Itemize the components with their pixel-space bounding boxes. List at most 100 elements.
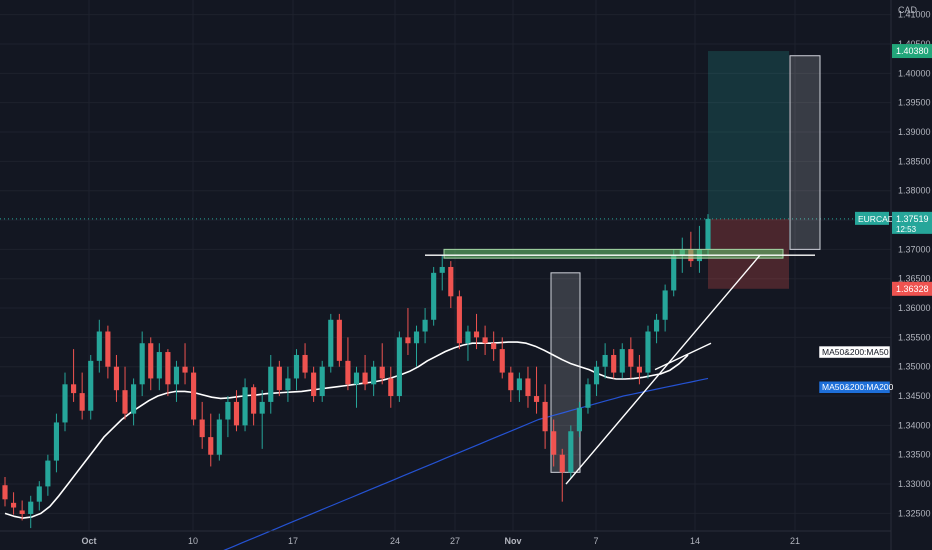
candle-body [473,331,480,338]
symbol-label: EURCAD [858,214,894,224]
candle-body [388,378,394,397]
price-marker-bg [892,44,932,59]
candle-body [576,407,582,432]
ma-label: MA50&200:MA50 [822,347,889,357]
candle-body [482,337,488,344]
candle-body [311,372,317,397]
time-tick-label: 10 [188,536,198,546]
price-axis[interactable]: 1.41000 1.40500 1.40000 1.39500 1.39000 1.385… [898,10,931,519]
ma-label: MA50&200:MA200 [822,382,894,392]
last-price-bg [892,211,932,234]
candle-body [182,366,188,373]
candle-body [705,218,711,250]
candle-body [611,354,617,373]
price-marker-label: 1.36328 [896,284,929,294]
candle-body [636,366,642,373]
last-price-label: 1.37519 [896,214,929,224]
candle-body [593,366,600,385]
candle-body [319,366,325,397]
candle-body [508,372,514,391]
candle-body [491,343,497,350]
candle-body [336,319,342,361]
position-target-zone [708,51,789,219]
time-tick-label: 7 [593,536,598,546]
candle-body [28,501,34,514]
price-tick-label: 1.33500 [898,450,931,460]
price-marker-label: 1.40380 [896,46,929,56]
candle-body [131,384,137,414]
candle-body [422,319,428,332]
candle-body [216,419,222,455]
candle-body [653,319,660,332]
symbol-label-bg [855,211,889,225]
candle-body [413,331,420,344]
price-tick-label: 1.32500 [898,508,931,518]
candle-body [199,419,205,438]
candle-body [79,393,85,411]
candle-body [122,390,128,414]
candle-body [542,401,548,432]
time-tick-label: Oct [81,536,96,546]
ma200-path [223,377,709,550]
candle-body [293,354,300,379]
candle-body [113,366,120,391]
candle-body [602,354,608,367]
candle-body [379,366,385,379]
candle-body [671,255,677,291]
candle-body [148,343,154,379]
candle-body [465,331,471,344]
candle-body [62,384,68,423]
candle-body [533,396,540,402]
candle-body [105,331,111,367]
candle-body [208,437,214,455]
time-axis[interactable]: Oct 10 17 24 27 Nov 7 14 21 [81,536,800,546]
candle-body [225,401,231,420]
price-tick-label: 1.35500 [898,332,931,342]
candle-body [448,266,454,297]
candle-body [53,422,60,461]
candle-body [345,360,351,385]
price-tick-label: 1.38000 [898,186,931,196]
ma50-path [4,341,689,519]
time-tick-label: 21 [790,536,800,546]
candle-body [45,460,51,487]
candle-body [233,401,240,426]
candle-body [19,510,25,514]
candle-body [499,349,505,373]
candle-body [362,372,368,385]
trendline-1 [565,254,761,485]
candle-body [268,366,274,402]
currency-label: CAD [898,5,918,15]
candle-body [259,401,265,414]
candle-body [11,502,17,508]
candle-body [431,272,437,320]
price-tick-label: 1.41000 [898,10,931,20]
candle-body [328,319,334,367]
candle-body [405,337,411,344]
time-tick-label: 27 [450,536,460,546]
annotations-front [425,55,821,485]
grid [0,0,891,531]
candle-body [371,366,377,385]
time-tick-label: Nov [504,536,521,546]
candle-body [628,349,634,367]
ma50-line [4,341,689,519]
ma-label-bg [818,345,891,359]
candle-body [242,387,248,426]
candle-body [96,331,102,361]
price-tick-label: 1.33000 [898,479,931,489]
candle-body [353,372,360,385]
candle-body [251,387,257,414]
candle-body [302,354,308,373]
time-tick-label: 14 [690,536,700,546]
candle-body [71,384,77,394]
price-tick-label: 1.35000 [898,362,931,372]
candle-body [173,366,180,385]
price-tick-label: 1.39000 [898,127,931,137]
candle-body [559,454,565,473]
price-tick-label: 1.34000 [898,420,931,430]
candle-body [619,349,625,373]
time-tick-label: 24 [390,536,400,546]
candle-body [568,431,574,473]
